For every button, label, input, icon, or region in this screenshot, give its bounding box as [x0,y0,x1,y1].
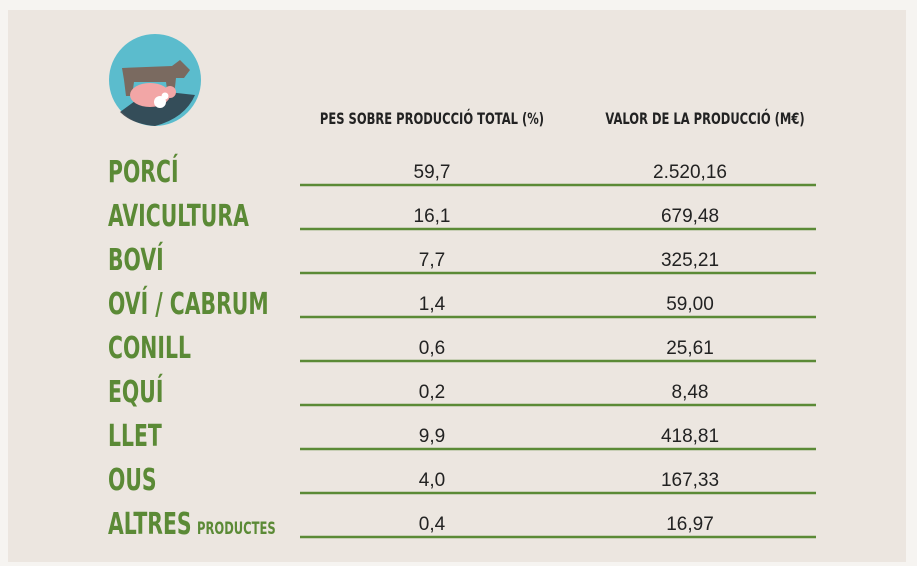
cell-value: 0,4 [419,514,446,535]
cell-value: 16,1 [414,206,451,227]
row-label: ALTRES [108,507,192,542]
label-group: AVICULTURA [108,199,249,234]
label-group: ALTRES PRODUCTES [108,507,276,542]
cell-value: 7,7 [419,250,445,271]
label-group: OVÍ / CABRUM [108,287,269,322]
row-label: OUS [108,463,157,498]
cell-value: 4,0 [419,470,445,491]
cell-value: 59,7 [414,162,451,183]
cell-value: 25,61 [666,338,714,359]
cell-value: 0,2 [419,382,445,403]
cell-value: 9,9 [419,426,445,447]
row-sublabel: PRODUCTES [197,520,276,539]
row-label: LLET [108,419,162,454]
cell-value: 59,00 [666,294,714,315]
row-label: CONILL [108,331,191,366]
livestock-icon [109,34,201,126]
row-label: AVICULTURA [108,199,249,234]
cell-value: 0,6 [419,338,445,359]
label-group: OUS [108,463,157,498]
column-header: PES SOBRE PRODUCCIÓ TOTAL (%) [320,108,544,129]
cell-value: 325,21 [661,250,719,271]
label-group: CONILL [108,331,191,366]
row-label: PORCÍ [108,155,179,190]
label-group: EQUÍ [108,375,163,410]
label-group: BOVÍ [108,243,164,278]
row-label: OVÍ / CABRUM [108,287,269,322]
cell-value: 679,48 [661,206,719,227]
cell-value: 2.520,16 [653,162,727,183]
label-group: PORCÍ [108,155,179,190]
cell-value: 418,81 [661,426,719,447]
cell-value: 8,48 [672,382,709,403]
table-rows: PORCÍ 59,7 2.520,16 AVICULTURA 16,1 679,48 BOV… [108,155,816,542]
row-label: EQUÍ [108,375,163,410]
cell-value: 16,97 [666,514,714,535]
label-group: LLET [108,419,162,454]
row-label: BOVÍ [108,243,164,278]
cell-value: 1,4 [419,294,446,315]
column-header: VALOR DE LA PRODUCCIÓ (M€) [605,108,804,129]
cell-value: 167,33 [661,470,719,491]
